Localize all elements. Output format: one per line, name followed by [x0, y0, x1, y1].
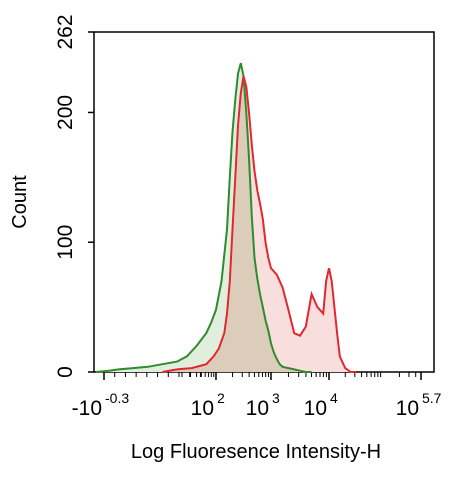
y-tick-label: 100 [54, 225, 77, 260]
x-tick-label: 10 [246, 397, 269, 420]
x-tick-label: 10 [396, 397, 419, 420]
x-tick-exponent: 4 [330, 390, 338, 406]
x-tick-exponent: 2 [217, 390, 225, 406]
x-axis-label: Log Fluoresence Intensity-H [131, 441, 381, 463]
y-axis-ticks: 0 100 200 262 [54, 14, 94, 378]
y-tick-label: 0 [54, 366, 77, 378]
y-tick-label: 262 [54, 14, 77, 49]
x-axis-ticks: -10 -0.3 10 2 10 3 10 4 10 5.7 [72, 372, 442, 420]
sample-histogram-fill [162, 76, 357, 372]
histogram-fills [96, 63, 357, 372]
x-tick-exponent: 5.7 [422, 390, 442, 406]
sample-histogram-line [162, 75, 357, 373]
x-tick-exponent: -0.3 [105, 390, 129, 406]
x-tick-label: 10 [191, 397, 214, 420]
y-axis-label: Count [9, 175, 31, 229]
y-tick-label: 200 [54, 95, 77, 130]
x-tick-label: 10 [304, 397, 327, 420]
x-tick-label: -10 [72, 397, 102, 420]
x-tick-exponent: 3 [272, 390, 280, 406]
